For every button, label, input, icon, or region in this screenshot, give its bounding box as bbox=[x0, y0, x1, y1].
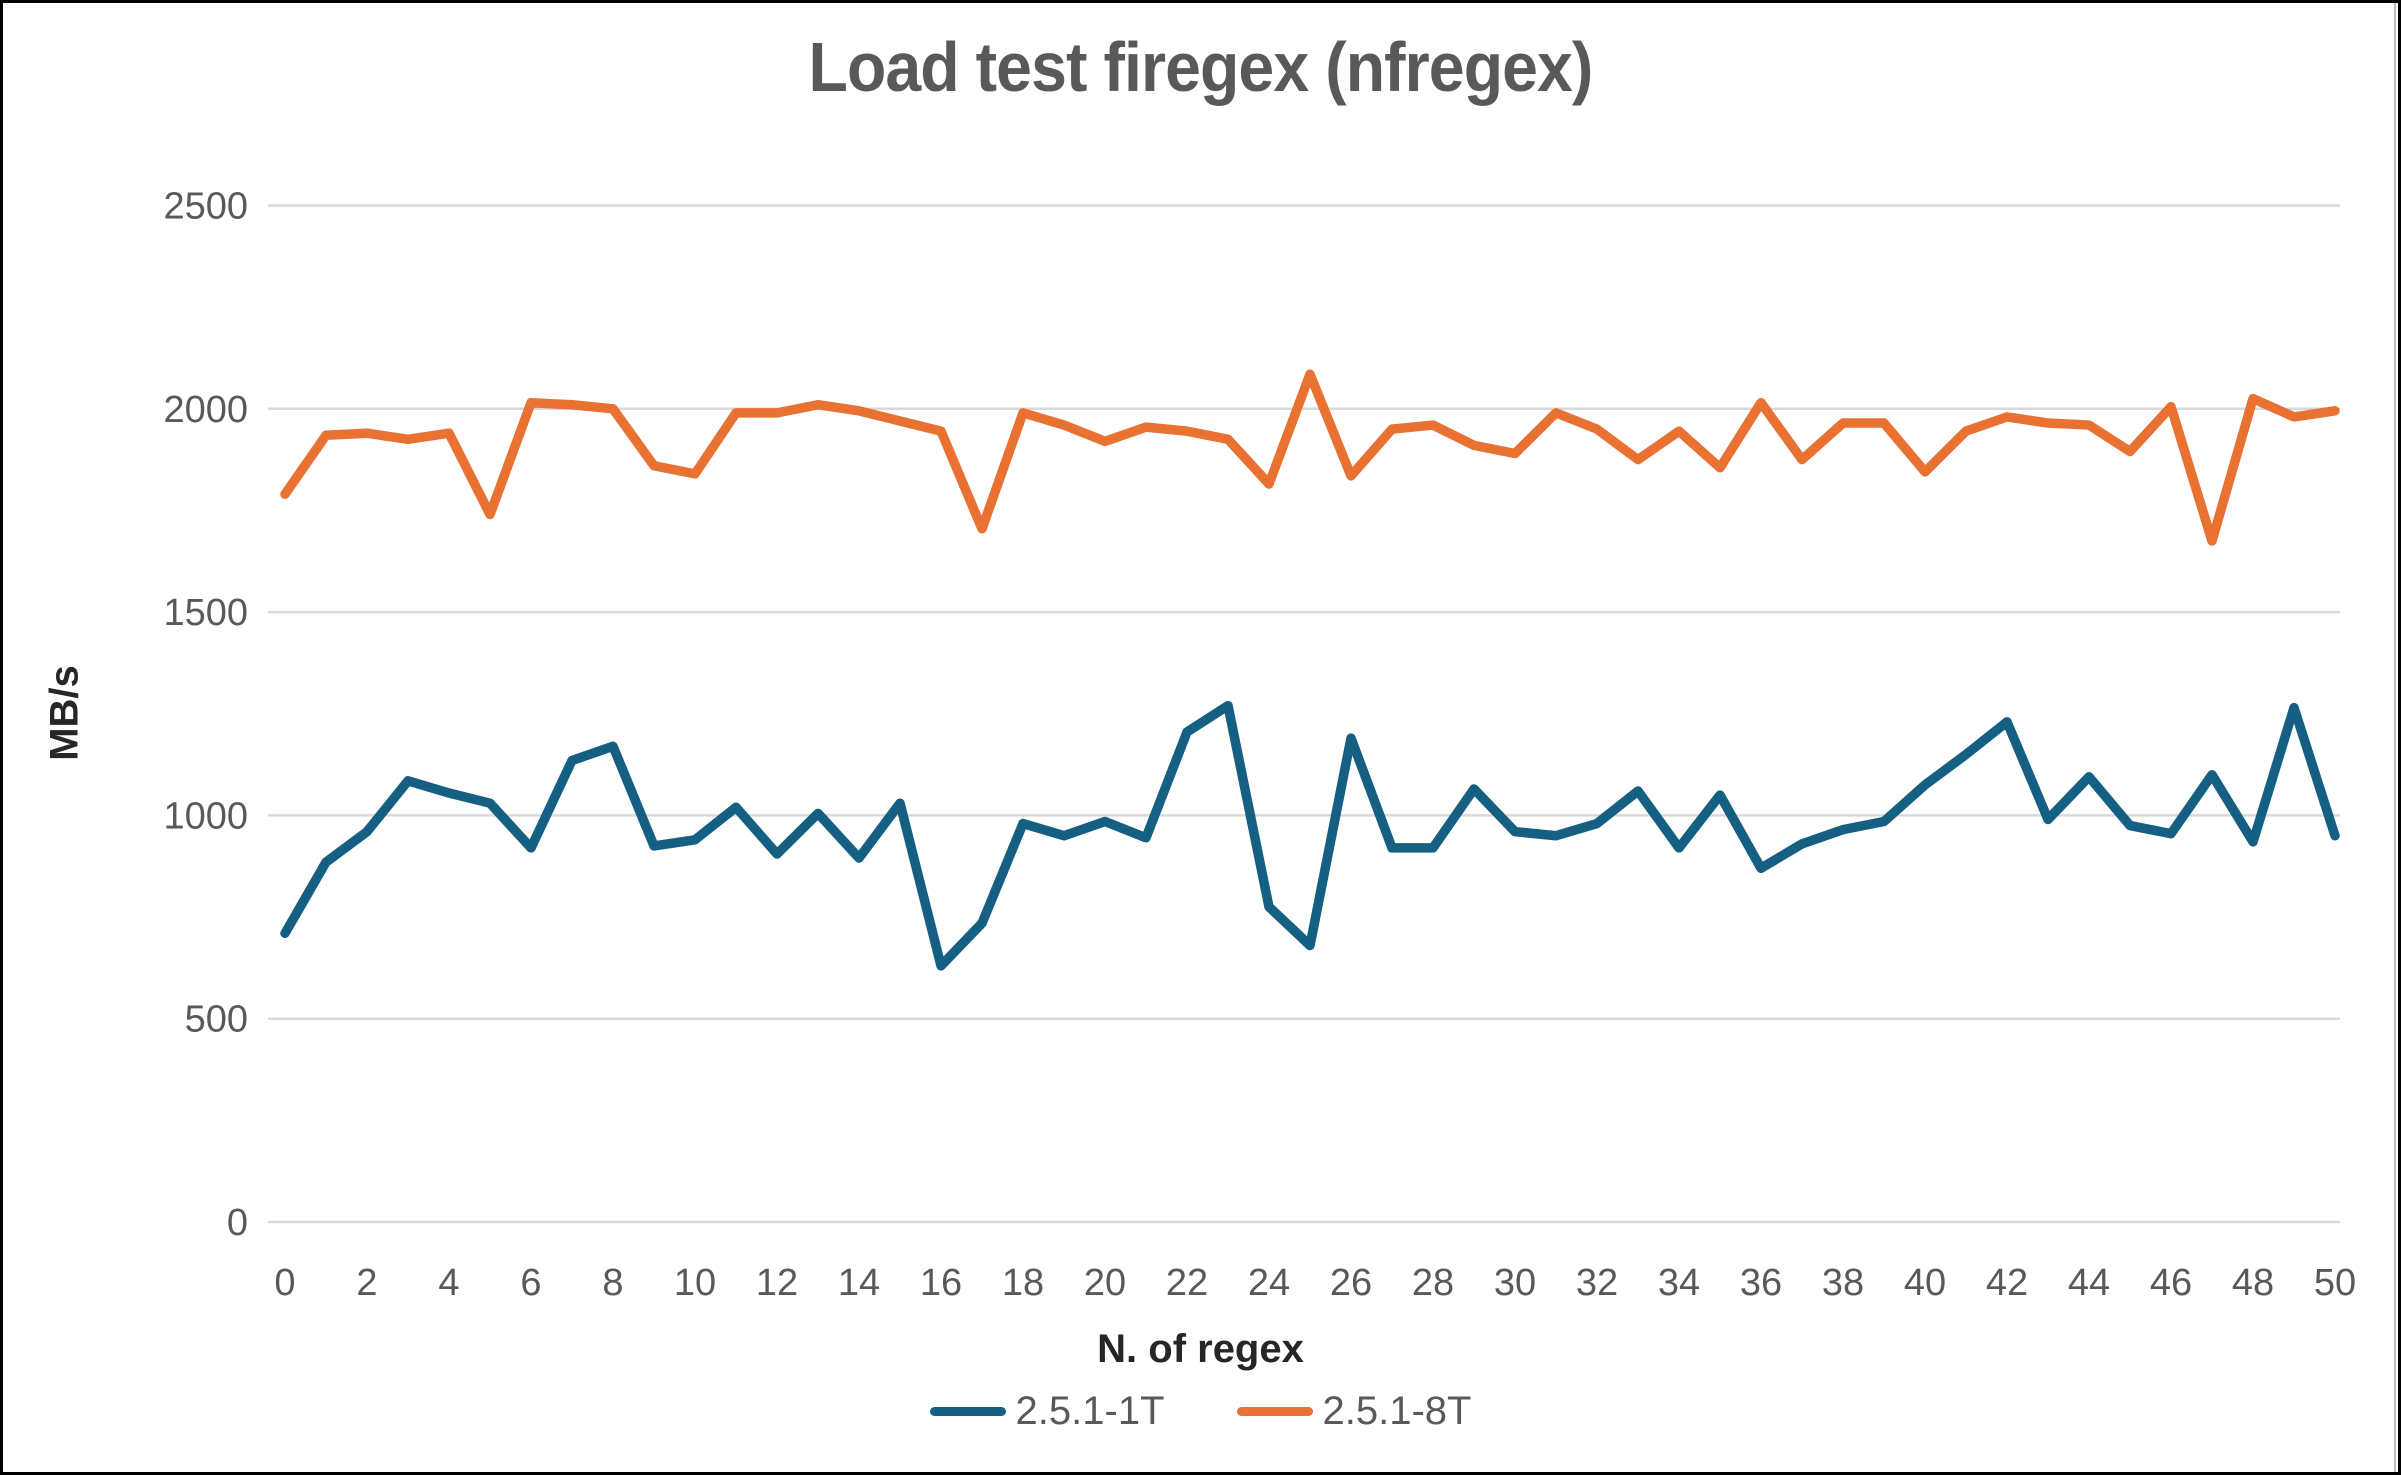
x-tick-label: 30 bbox=[1494, 1262, 1536, 1304]
x-tick-label: 24 bbox=[1248, 1262, 1290, 1304]
x-tick-label: 6 bbox=[520, 1262, 541, 1304]
chart-legend: 2.5.1-1T 2.5.1-8T bbox=[3, 1389, 2398, 1434]
legend-item-2.5.1-1T: 2.5.1-1T bbox=[929, 1389, 1165, 1434]
x-tick-label: 14 bbox=[838, 1262, 880, 1304]
x-tick-label: 46 bbox=[2150, 1262, 2192, 1304]
x-tick-label: 18 bbox=[1002, 1262, 1044, 1304]
legend-swatch-icon bbox=[929, 1407, 1006, 1416]
x-tick-label: 20 bbox=[1084, 1262, 1126, 1304]
y-tick-label: 2500 bbox=[163, 186, 248, 228]
x-tick-label: 40 bbox=[1904, 1262, 1946, 1304]
x-tick-label: 28 bbox=[1412, 1262, 1454, 1304]
x-tick-label: 2 bbox=[356, 1262, 377, 1304]
legend-label: 2.5.1-8T bbox=[1322, 1389, 1472, 1433]
y-axis-title: MB/s bbox=[42, 665, 87, 761]
y-tick-label: 500 bbox=[185, 999, 248, 1041]
x-tick-label: 32 bbox=[1576, 1262, 1618, 1304]
x-tick-label: 10 bbox=[674, 1262, 716, 1304]
x-tick-label: 34 bbox=[1658, 1262, 1700, 1304]
y-tick-label: 2000 bbox=[163, 389, 248, 431]
series-line-2.5.1-1T bbox=[280, 700, 2340, 971]
x-tick-label: 12 bbox=[756, 1262, 798, 1304]
x-tick-label: 4 bbox=[438, 1262, 459, 1304]
x-tick-label: 16 bbox=[920, 1262, 962, 1304]
x-tick-label: 50 bbox=[2314, 1262, 2356, 1304]
chart-area-right-border bbox=[2394, 3, 2396, 1472]
x-tick-label: 36 bbox=[1740, 1262, 1782, 1304]
y-tick-label: 1000 bbox=[163, 795, 248, 837]
x-tick-label: 0 bbox=[274, 1262, 295, 1304]
x-tick-label: 48 bbox=[2232, 1262, 2274, 1304]
chart-title: Load test firegex (nfregex) bbox=[808, 28, 1594, 106]
legend-label: 2.5.1-1T bbox=[1015, 1389, 1165, 1433]
series-line-2.5.1-8T bbox=[280, 369, 2340, 546]
x-tick-label: 22 bbox=[1166, 1262, 1208, 1304]
y-tick-label: 0 bbox=[227, 1202, 248, 1244]
x-tick-label: 38 bbox=[1822, 1262, 1864, 1304]
legend-item-2.5.1-8T: 2.5.1-8T bbox=[1236, 1389, 1472, 1434]
x-tick-label: 44 bbox=[2068, 1262, 2110, 1304]
x-tick-label: 8 bbox=[602, 1262, 623, 1304]
x-tick-label: 26 bbox=[1330, 1262, 1372, 1304]
x-tick-label: 42 bbox=[1986, 1262, 2028, 1304]
x-axis-title: N. of regex bbox=[1097, 1327, 1304, 1371]
legend-swatch-icon bbox=[1236, 1407, 1313, 1416]
y-tick-label: 1500 bbox=[163, 592, 248, 634]
